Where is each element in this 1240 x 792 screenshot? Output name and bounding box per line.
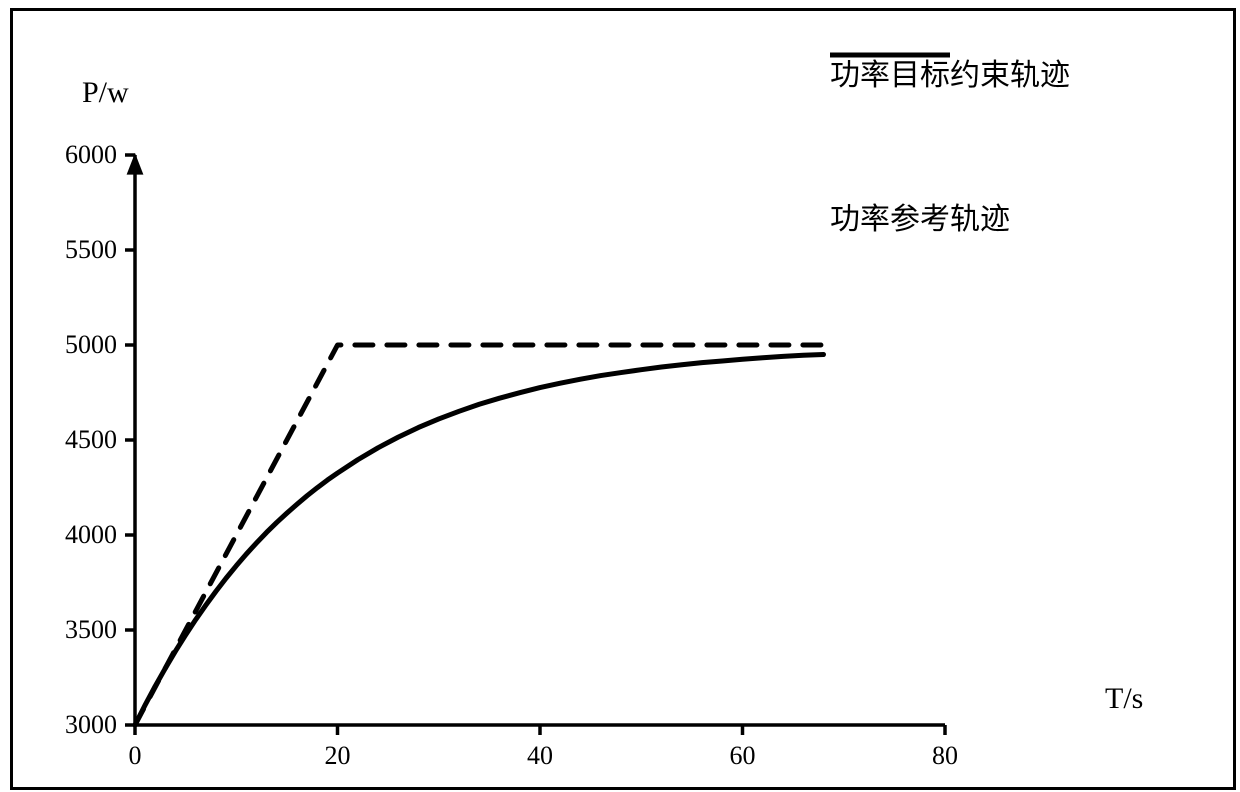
y-tick-label: 4000 (65, 520, 117, 550)
plot-svg (0, 0, 1240, 792)
x-tick-label: 20 (325, 741, 351, 771)
x-tick-label: 40 (527, 741, 553, 771)
y-tick-label: 3500 (65, 615, 117, 645)
x-tick-label: 80 (932, 741, 958, 771)
x-tick-label: 0 (129, 741, 142, 771)
y-tick-label: 6000 (65, 140, 117, 170)
power-reference-trajectory (135, 355, 824, 726)
y-tick-label: 4500 (65, 425, 117, 455)
y-tick-label: 3000 (65, 710, 117, 740)
y-tick-label: 5000 (65, 330, 117, 360)
chart-canvas: P/w T/s 功率目标约束轨迹功率参考轨迹 02040608030003500… (0, 0, 1240, 792)
x-tick-label: 60 (730, 741, 756, 771)
y-tick-label: 5500 (65, 235, 117, 265)
